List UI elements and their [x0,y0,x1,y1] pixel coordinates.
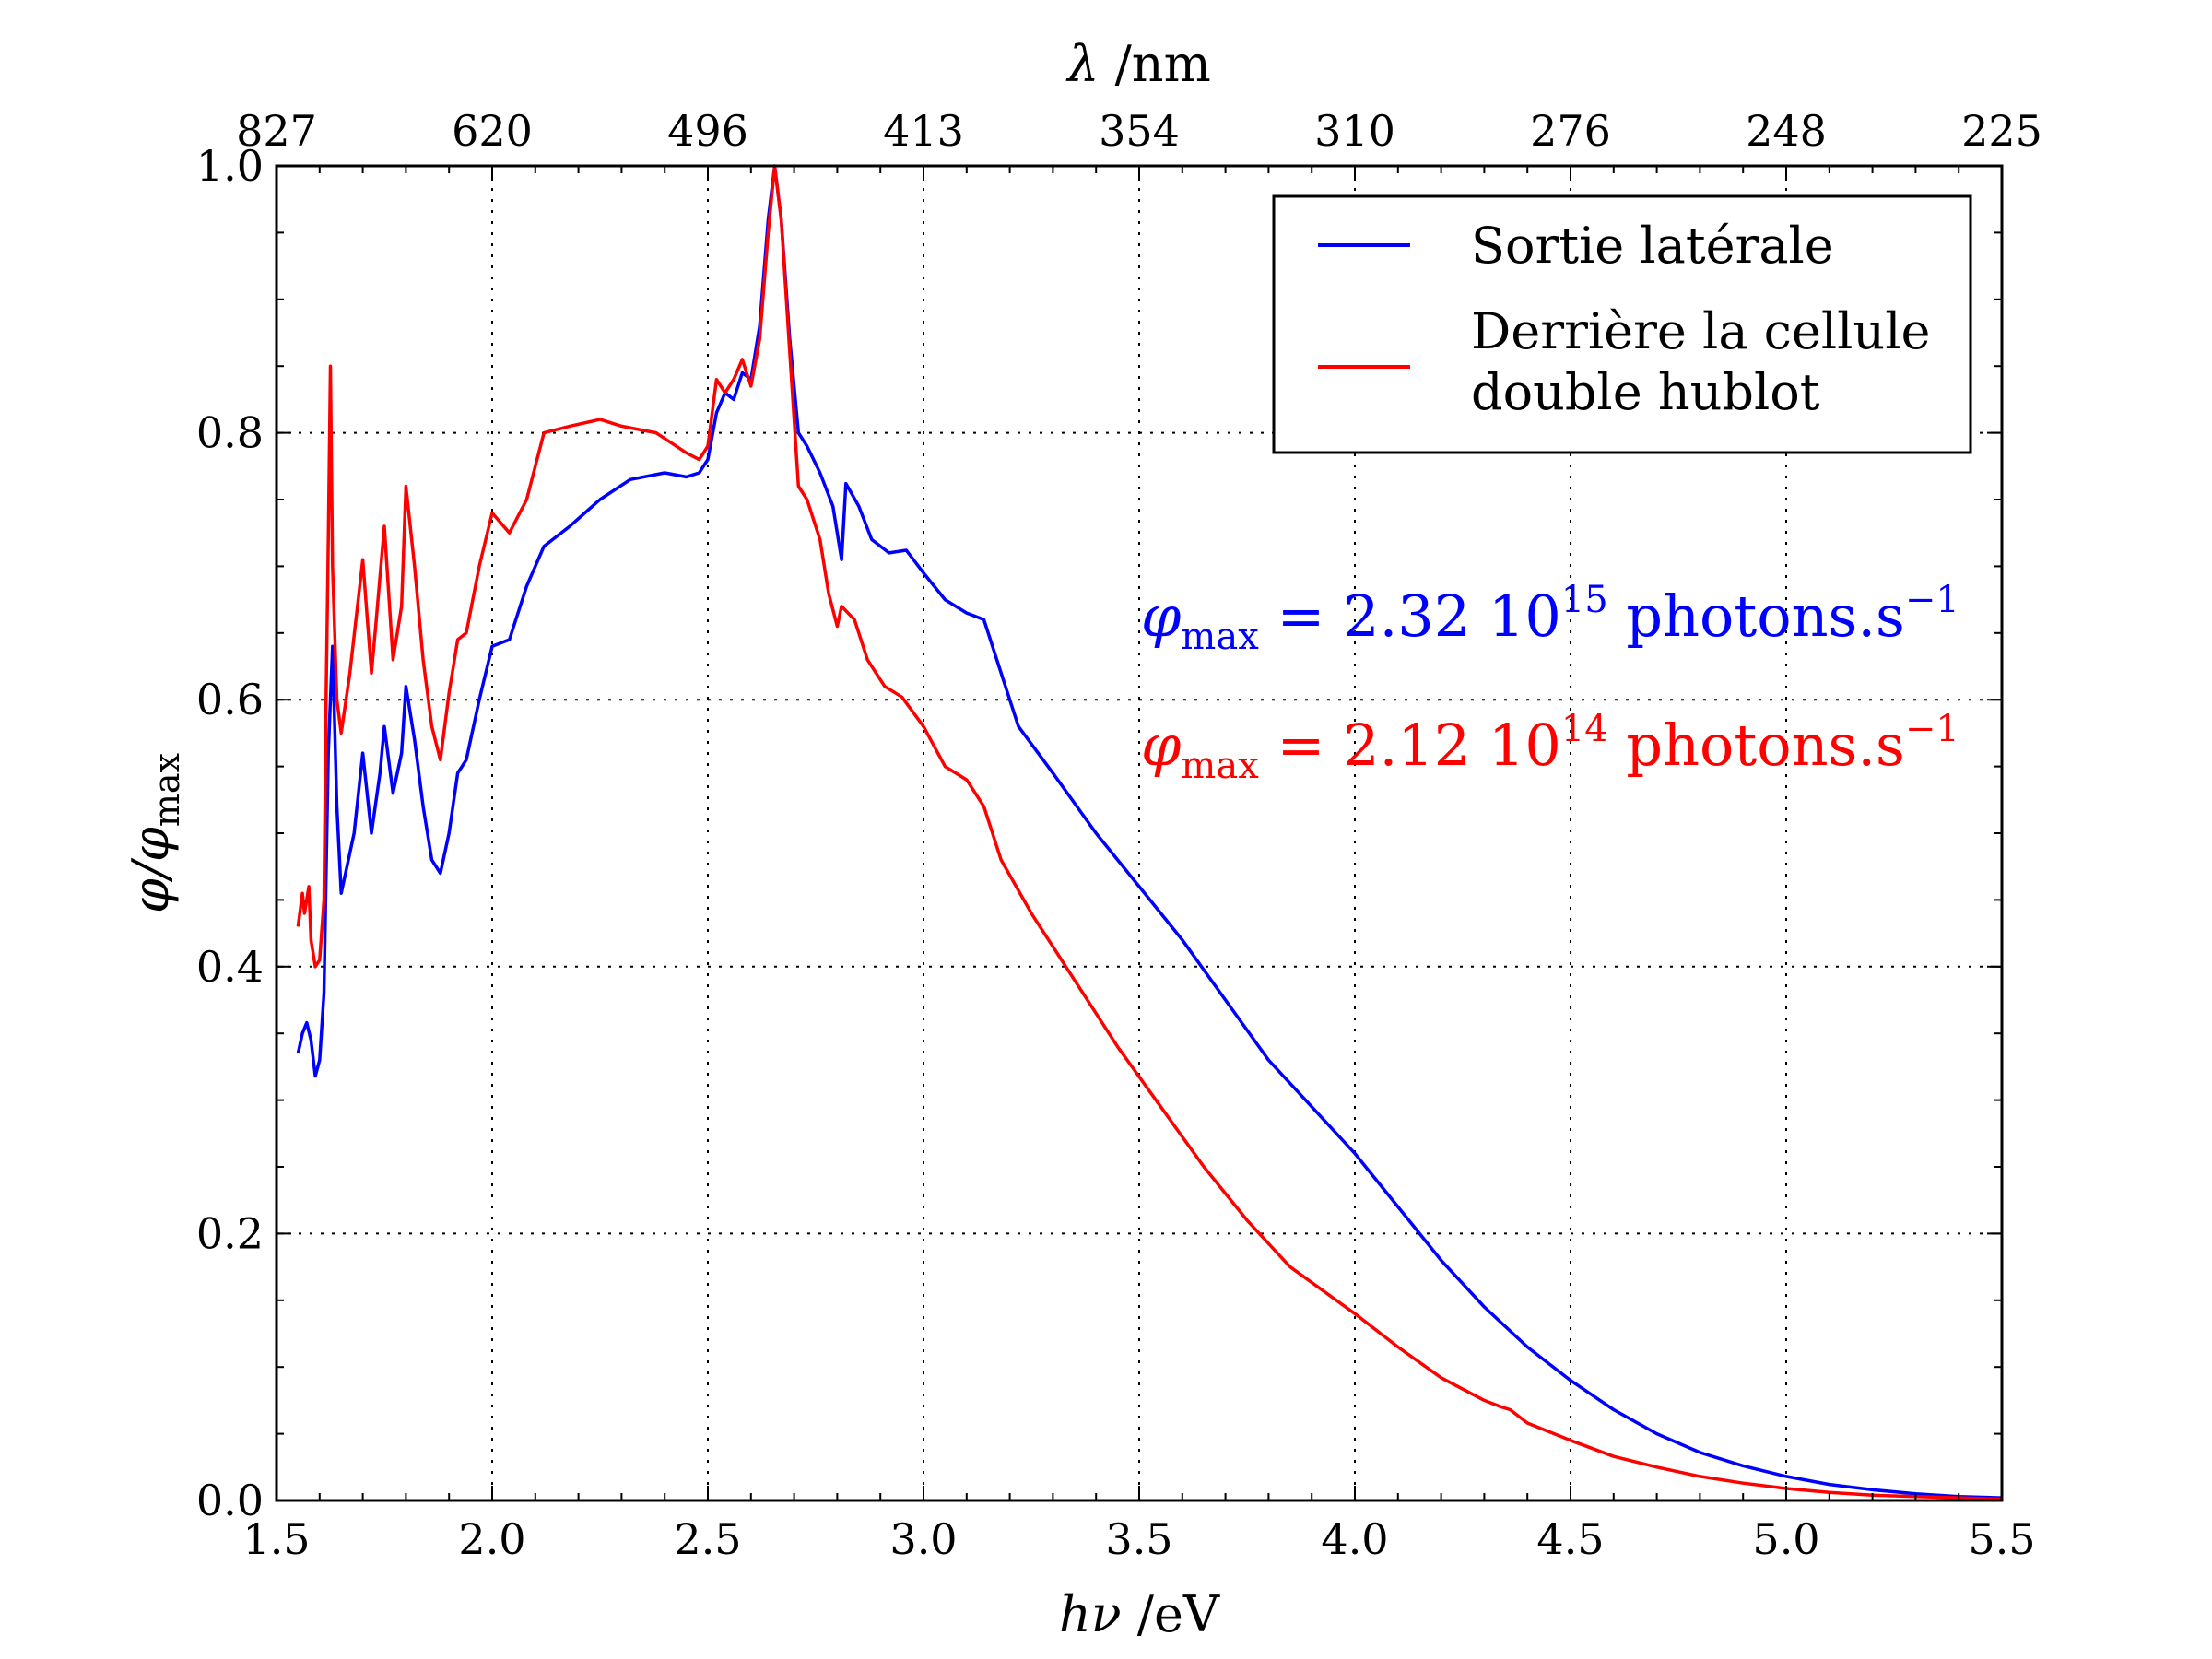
annotation-red: φmax = 2.12 1014 photons.s−1 [1141,708,1959,787]
series-line-2 [296,164,2003,1501]
series-line-1 [296,164,2003,1500]
y-axis-title: φ/φmax [122,753,187,913]
y-tick-label: 1.0 [196,141,264,191]
x-tick-label: 2.5 [674,1514,741,1564]
tick-labels: 1.5 2.0 2.5 3.0 3.5 4.0 4.5 5.0 5.5 0.0 0.2 0.4 0.6 0… [196,106,2042,1564]
x-axis-title: hν /eV [1059,1585,1220,1643]
top-tick-label: 413 [883,106,964,156]
x-tick-label: 5.5 [1968,1514,2035,1564]
x-tick-label: 4.0 [1321,1514,1388,1564]
x-tick-label: 5.0 [1752,1514,1819,1564]
top-tick-label: 827 [236,106,317,156]
top-tick-label: 276 [1530,106,1611,156]
top-axis-title: λ /nm [1065,35,1211,93]
x-tick-label: 4.5 [1536,1514,1604,1564]
top-tick-label: 354 [1099,106,1180,156]
x-tick-label: 3.0 [889,1514,957,1564]
legend-box [1272,194,1972,454]
x-tick-label: 2.0 [458,1514,525,1564]
legend-label-2-line2: double hublot [1471,363,1820,421]
top-tick-label: 225 [1961,106,2042,156]
x-tick-label: 1.5 [242,1514,310,1564]
y-tick-label: 0.4 [196,942,264,992]
y-tick-label: 0.2 [196,1208,264,1258]
legend: Sortie latérale Derrière la cellule doub… [1272,194,1972,454]
annotation-blue: φmax = 2.32 1015 photons.s−1 [1141,579,1959,658]
ticks [276,165,2003,1501]
series-layer [296,164,2003,1501]
top-tick-label: 496 [667,106,748,156]
top-tick-label: 310 [1314,106,1395,156]
y-tick-label: 0.6 [196,675,264,724]
top-tick-label: 620 [452,106,533,156]
top-tick-label: 248 [1746,106,1827,156]
x-tick-label: 3.5 [1105,1514,1172,1564]
legend-label-1: Sortie latérale [1471,217,1834,275]
y-tick-label: 0.0 [196,1476,264,1525]
y-tick-label: 0.8 [196,408,264,458]
legend-label-2-line1: Derrière la cellule [1471,302,1930,360]
